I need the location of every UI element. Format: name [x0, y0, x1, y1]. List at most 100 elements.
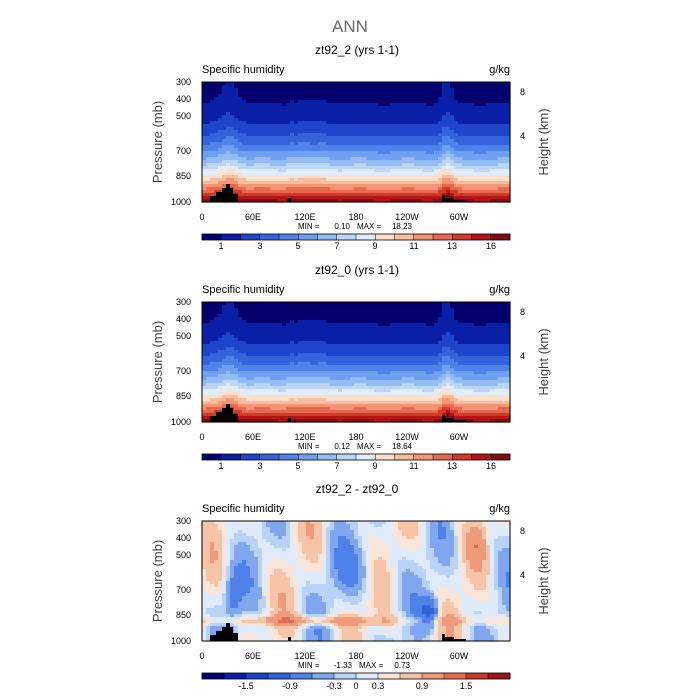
contour-cell [482, 169, 487, 173]
colorbar-swatch [375, 234, 395, 240]
contour-cell [386, 344, 391, 348]
contour-cell [442, 323, 447, 327]
contour-cell [262, 305, 267, 309]
contour-cell [434, 368, 439, 372]
contour-cell [410, 106, 415, 110]
contour-cell [478, 127, 483, 131]
contour-cell [294, 121, 299, 125]
contour-cell [270, 347, 275, 351]
contour-cell [302, 97, 307, 101]
contour-cell [342, 130, 347, 134]
contour-cell [290, 193, 295, 197]
contour-cell [326, 305, 331, 309]
contour-cell [338, 142, 343, 146]
contour-cell [234, 133, 239, 137]
contour-cell [234, 91, 239, 95]
contour-cell [366, 181, 371, 185]
contour-cell [318, 175, 323, 179]
contour-cell [450, 160, 455, 164]
contour-cell [346, 305, 351, 309]
contour-cell [346, 91, 351, 95]
contour-cell [474, 145, 479, 149]
contour-cell [266, 100, 271, 104]
contour-cell [314, 136, 319, 140]
contour-cell [482, 368, 487, 372]
contour-cell [306, 326, 311, 330]
contour-cell [426, 181, 431, 185]
contour-cell [458, 91, 463, 95]
contour-cell [370, 169, 375, 173]
contour-cell [274, 359, 279, 363]
contour-cell [438, 115, 443, 119]
contour-cell [354, 190, 359, 194]
contour-cell [462, 326, 467, 330]
contour-cell [426, 115, 431, 119]
contour-cell [334, 344, 339, 348]
contour-cell [270, 350, 275, 354]
contour-cell [478, 91, 483, 95]
contour-cell [262, 338, 267, 342]
contour-cell [338, 118, 343, 122]
contour-cell [506, 317, 511, 321]
contour-cell [350, 305, 355, 309]
contour-cell [330, 94, 335, 98]
contour-cell [390, 175, 395, 179]
panel-1-xtick-label: 120E [294, 212, 315, 222]
contour-cell [386, 368, 391, 372]
contour-cell [422, 166, 427, 170]
contour-cell [494, 103, 499, 107]
contour-cell [346, 100, 351, 104]
contour-cell [442, 85, 447, 89]
contour-cell [482, 148, 487, 152]
contour-cell [470, 368, 475, 372]
contour-cell [306, 329, 311, 333]
contour-cell [226, 133, 231, 137]
contour-cell [206, 344, 211, 348]
contour-cell [458, 326, 463, 330]
contour-cell [458, 127, 463, 131]
contour-cell [206, 121, 211, 125]
contour-cell [242, 148, 247, 152]
contour-cell [418, 151, 423, 155]
contour-cell [318, 335, 323, 339]
contour-cell [246, 311, 251, 315]
contour-cell [282, 314, 287, 318]
contour-cell [274, 160, 279, 164]
contour-cell [262, 106, 267, 110]
contour-cell [250, 190, 255, 194]
contour-cell [478, 181, 483, 185]
contour-cell [342, 115, 347, 119]
contour-cell [286, 362, 291, 366]
contour-cell [506, 187, 511, 191]
contour-cell [490, 94, 495, 98]
contour-cell [450, 302, 455, 306]
contour-cell [330, 91, 335, 95]
contour-cell [414, 308, 419, 312]
contour-cell [478, 133, 483, 137]
contour-cell [454, 175, 459, 179]
contour-cell [426, 368, 431, 372]
contour-cell [314, 82, 319, 86]
contour-cell [238, 365, 243, 369]
contour-cell [374, 311, 379, 315]
contour-cell [250, 317, 255, 321]
contour-cell [414, 326, 419, 330]
contour-cell [450, 94, 455, 98]
contour-cell [466, 154, 471, 158]
contour-cell [506, 127, 511, 131]
contour-cell [286, 305, 291, 309]
contour-cell [226, 139, 231, 143]
contour-cell [234, 308, 239, 312]
contour-cell [262, 181, 267, 185]
contour-cell [498, 88, 503, 92]
contour-cell [430, 347, 435, 351]
contour-cell [258, 112, 263, 116]
contour-cell [338, 335, 343, 339]
contour-cell [238, 142, 243, 146]
contour-cell [502, 151, 507, 155]
contour-cell [226, 169, 231, 173]
contour-cell [502, 112, 507, 116]
contour-cell [230, 350, 235, 354]
contour-cell [306, 344, 311, 348]
contour-cell [270, 115, 275, 119]
